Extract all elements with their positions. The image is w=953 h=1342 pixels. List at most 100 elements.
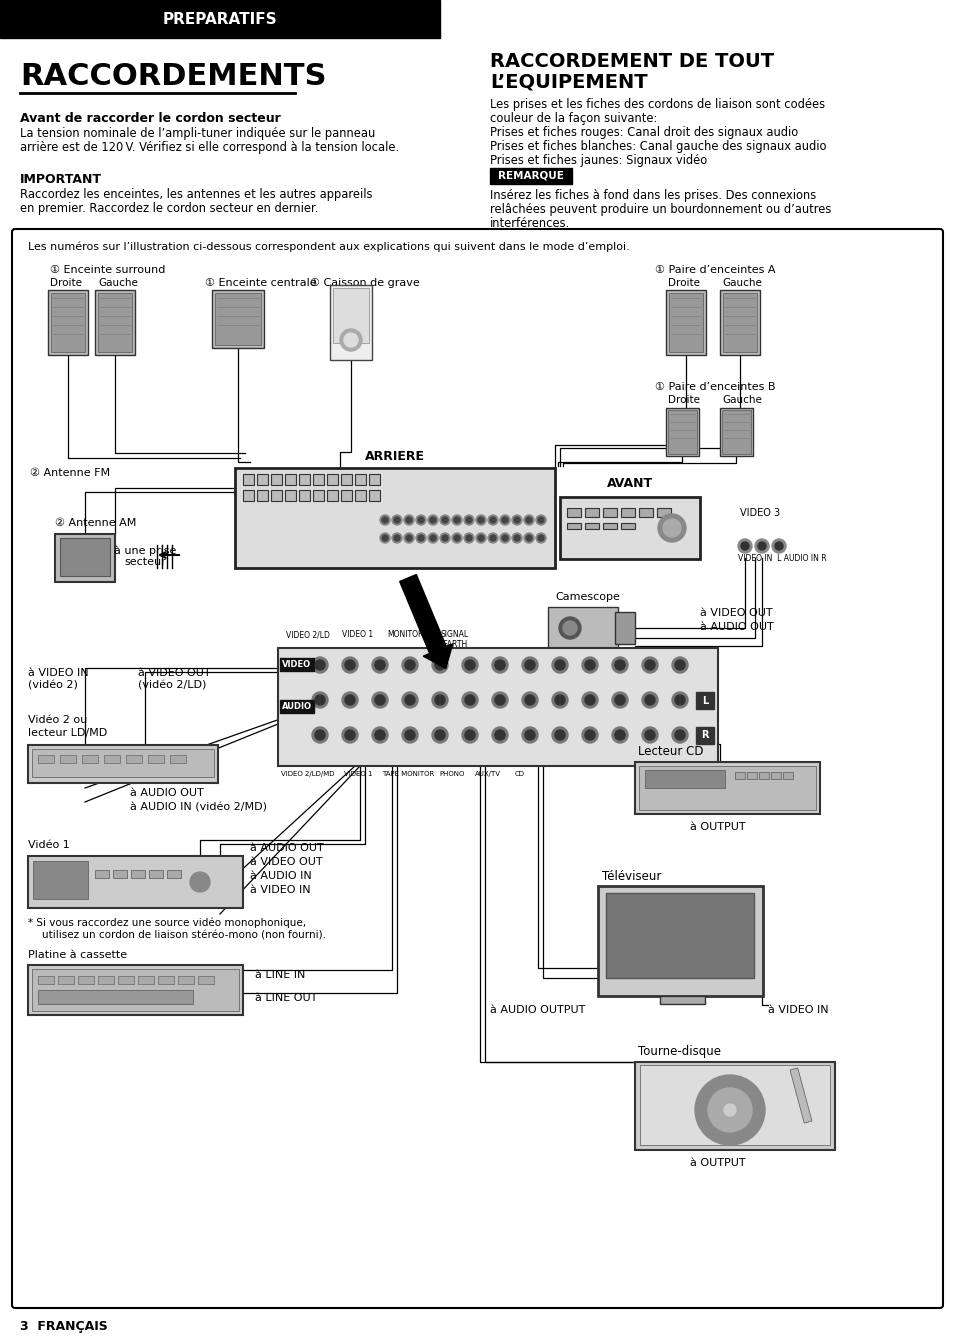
Circle shape bbox=[552, 692, 567, 709]
Bar bbox=[198, 976, 213, 984]
Circle shape bbox=[512, 515, 521, 525]
Circle shape bbox=[381, 517, 388, 523]
Text: 3  FRANÇAIS: 3 FRANÇAIS bbox=[20, 1321, 108, 1333]
Circle shape bbox=[454, 517, 459, 523]
Bar bbox=[0, 0, 439, 38]
Bar bbox=[98, 293, 132, 352]
Bar bbox=[285, 490, 295, 501]
Circle shape bbox=[492, 692, 507, 709]
Text: ① Enceinte centrale: ① Enceinte centrale bbox=[205, 278, 316, 289]
Bar bbox=[620, 523, 635, 529]
Text: Téléviseur: Téléviseur bbox=[601, 870, 660, 883]
Bar bbox=[33, 862, 88, 899]
Circle shape bbox=[403, 533, 414, 544]
Bar bbox=[584, 509, 598, 517]
Text: Prises et fiches jaunes: Signaux vidéo: Prises et fiches jaunes: Signaux vidéo bbox=[490, 154, 706, 166]
Text: L’EQUIPEMENT: L’EQUIPEMENT bbox=[490, 72, 647, 91]
Circle shape bbox=[406, 535, 412, 541]
Text: à VIDEO IN: à VIDEO IN bbox=[250, 884, 311, 895]
Text: VIDEO 1: VIDEO 1 bbox=[342, 629, 374, 639]
Circle shape bbox=[537, 517, 543, 523]
Bar bbox=[95, 870, 109, 878]
Text: Gauche: Gauche bbox=[721, 395, 761, 405]
Circle shape bbox=[190, 872, 210, 892]
Circle shape bbox=[675, 695, 684, 705]
Circle shape bbox=[441, 517, 448, 523]
Circle shape bbox=[495, 730, 504, 739]
Text: à VIDEO IN: à VIDEO IN bbox=[28, 668, 89, 678]
Bar bbox=[639, 1066, 829, 1145]
Circle shape bbox=[439, 533, 450, 544]
Circle shape bbox=[439, 515, 450, 525]
Bar bbox=[32, 969, 239, 1011]
Text: à une prise
secteur: à une prise secteur bbox=[113, 545, 176, 568]
Bar bbox=[298, 490, 310, 501]
Circle shape bbox=[641, 658, 658, 672]
Circle shape bbox=[461, 692, 477, 709]
Text: VIDEO: VIDEO bbox=[282, 660, 312, 670]
Circle shape bbox=[537, 535, 543, 541]
Text: à VIDEO OUT: à VIDEO OUT bbox=[250, 858, 322, 867]
Bar bbox=[584, 523, 598, 529]
Circle shape bbox=[671, 692, 687, 709]
Circle shape bbox=[695, 1075, 764, 1145]
Bar bbox=[313, 474, 324, 484]
Circle shape bbox=[375, 695, 385, 705]
Bar bbox=[28, 745, 218, 782]
Bar bbox=[734, 772, 744, 778]
Text: Tourne-disque: Tourne-disque bbox=[638, 1045, 720, 1057]
Text: IMPORTANT: IMPORTANT bbox=[20, 173, 102, 187]
Text: Platine à cassette: Platine à cassette bbox=[28, 950, 127, 960]
Circle shape bbox=[403, 515, 414, 525]
Bar bbox=[327, 490, 337, 501]
Circle shape bbox=[490, 535, 496, 541]
Circle shape bbox=[312, 692, 328, 709]
Text: ① Paire d’enceintes B: ① Paire d’enceintes B bbox=[655, 382, 775, 392]
Circle shape bbox=[644, 695, 655, 705]
Circle shape bbox=[405, 730, 415, 739]
Circle shape bbox=[707, 1088, 751, 1133]
Circle shape bbox=[463, 533, 474, 544]
Circle shape bbox=[314, 660, 325, 670]
Circle shape bbox=[464, 730, 475, 739]
Circle shape bbox=[375, 660, 385, 670]
Text: ② Antenne FM: ② Antenne FM bbox=[30, 468, 110, 478]
Bar bbox=[38, 976, 54, 984]
Circle shape bbox=[477, 517, 483, 523]
Circle shape bbox=[675, 730, 684, 739]
Bar bbox=[149, 870, 163, 878]
Bar bbox=[620, 509, 635, 517]
Text: RACCORDEMENT DE TOUT: RACCORDEMENT DE TOUT bbox=[490, 52, 773, 71]
Bar bbox=[333, 289, 369, 344]
Circle shape bbox=[392, 533, 401, 544]
Text: AVANT: AVANT bbox=[606, 476, 653, 490]
Circle shape bbox=[375, 730, 385, 739]
Circle shape bbox=[499, 533, 510, 544]
Circle shape bbox=[372, 692, 388, 709]
FancyBboxPatch shape bbox=[12, 229, 942, 1308]
Bar bbox=[271, 490, 282, 501]
Text: Raccordez les enceintes, les antennes et les autres appareils: Raccordez les enceintes, les antennes et… bbox=[20, 188, 372, 201]
Text: à LINE IN: à LINE IN bbox=[254, 970, 305, 980]
Circle shape bbox=[521, 727, 537, 743]
Text: interférences.: interférences. bbox=[490, 217, 570, 229]
Bar bbox=[256, 490, 268, 501]
Bar bbox=[28, 856, 243, 909]
Bar bbox=[789, 1068, 811, 1123]
Bar bbox=[212, 290, 264, 348]
Text: Avant de raccorder le cordon secteur: Avant de raccorder le cordon secteur bbox=[20, 111, 280, 125]
Bar bbox=[285, 474, 295, 484]
Bar bbox=[158, 976, 173, 984]
Circle shape bbox=[501, 535, 507, 541]
Circle shape bbox=[501, 517, 507, 523]
Circle shape bbox=[581, 658, 598, 672]
Bar bbox=[696, 727, 713, 743]
Circle shape bbox=[771, 539, 785, 553]
Text: REMARQUE: REMARQUE bbox=[497, 170, 563, 181]
Circle shape bbox=[754, 539, 768, 553]
Bar bbox=[280, 701, 314, 713]
Circle shape bbox=[452, 515, 461, 525]
Circle shape bbox=[552, 727, 567, 743]
Circle shape bbox=[345, 695, 355, 705]
Circle shape bbox=[758, 542, 765, 550]
